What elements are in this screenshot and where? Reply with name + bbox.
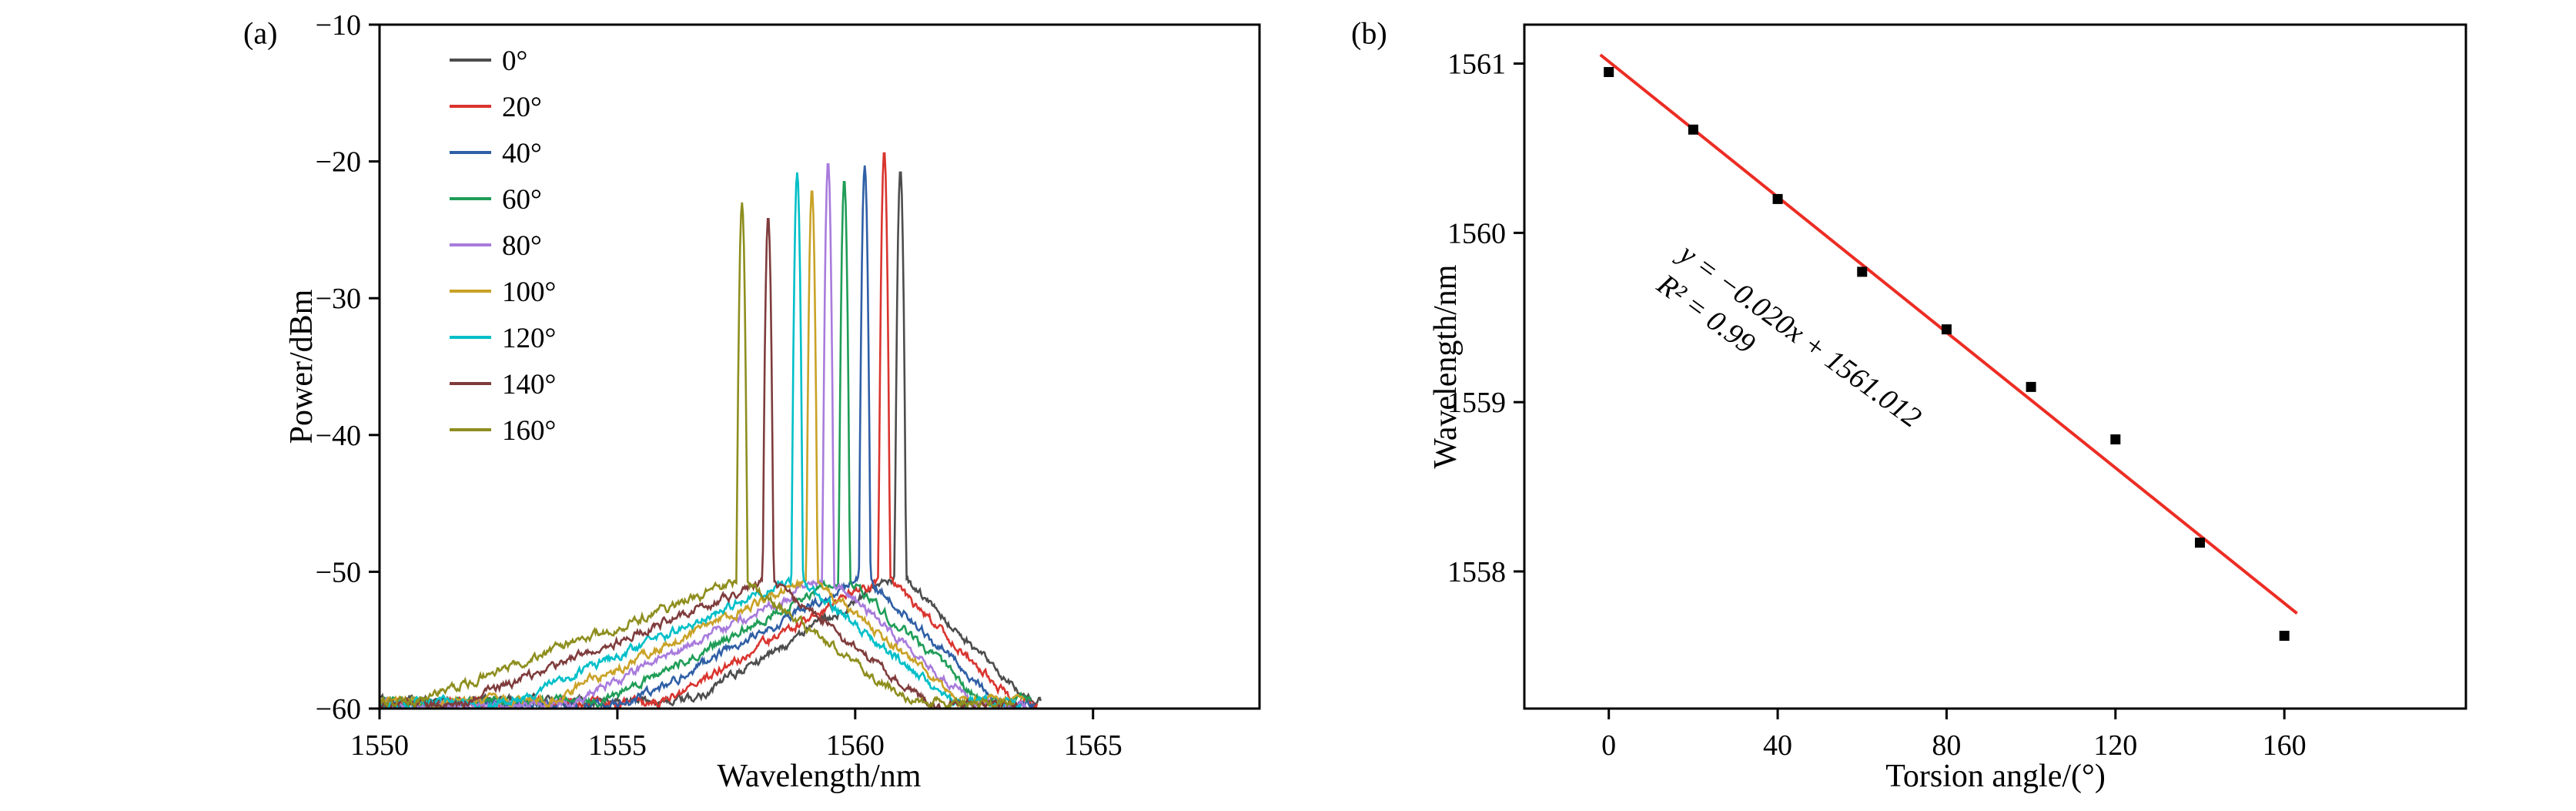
- legend-label: 100°: [502, 276, 556, 308]
- spectrum-chart: 1550 1555 1560 1565 −10 −20 −30 −40 −50 −60 0° 20° 4…: [316, 9, 1261, 762]
- axes-box: [1523, 23, 2467, 710]
- legend-label: 80°: [502, 230, 542, 262]
- spectrum-curve-100°: [380, 190, 1025, 709]
- legend-label: 160°: [502, 415, 556, 447]
- data-points: [1604, 67, 2290, 641]
- legend: 0° 20° 40° 60° 80° 100° 120° 140° 160°: [450, 45, 556, 447]
- y-tick-label: −20: [316, 146, 361, 179]
- panel-a-y-axis-label: Power/dBm: [284, 289, 319, 444]
- spectrum-curve-80°: [380, 163, 1029, 709]
- y-tick-label: 1559: [1447, 387, 1506, 419]
- y-tick-label: −60: [316, 693, 361, 726]
- y-tick-label: 1560: [1447, 217, 1506, 250]
- legend-label: 40°: [502, 138, 542, 169]
- data-point-120: [2110, 434, 2121, 445]
- legend-label: 140°: [502, 369, 556, 400]
- data-point-40: [1772, 193, 1783, 204]
- spectrum-curve-60°: [380, 181, 1032, 709]
- spectrum-curve-140°: [380, 217, 1019, 709]
- spectrum-curve-40°: [380, 165, 1035, 709]
- x-tick-label: 80: [1932, 729, 1961, 762]
- y-tick-label: −50: [316, 556, 361, 588]
- data-point-20: [1688, 124, 1698, 135]
- x-tick-label: 0: [1601, 729, 1616, 762]
- y-tick-label: −30: [316, 283, 361, 315]
- panel-a-tag: (a): [243, 15, 278, 51]
- data-point-160: [2279, 630, 2290, 641]
- panel-b-x-axis-label: Torsion angle/(°): [1885, 759, 2106, 794]
- fit-chart: 0 40 80 120 160 1558 1559 1560 1561: [1447, 23, 2467, 762]
- data-point-0: [1604, 67, 1614, 78]
- spectrum-curves: [380, 152, 1042, 709]
- y-tick-label: −40: [316, 420, 361, 452]
- spectrum-curve-160°: [380, 202, 1015, 709]
- spectrum-curve-120°: [380, 172, 1022, 709]
- x-tick-label: 1555: [588, 729, 647, 762]
- data-point-60: [1857, 266, 1868, 277]
- x-tick-label: 40: [1763, 729, 1792, 762]
- x-tick-label: 1550: [350, 729, 409, 762]
- x-tick-label: 160: [2263, 729, 2307, 762]
- x-tick-label: 1560: [826, 729, 885, 762]
- data-point-100: [2026, 381, 2036, 392]
- x-tick-label: 120: [2093, 729, 2137, 762]
- panel-b-y-axis-label: Wavelength/nm: [1428, 264, 1464, 469]
- legend-label: 20°: [502, 92, 542, 123]
- y-tick-label: 1561: [1447, 49, 1506, 81]
- panel-b-tag: (b): [1351, 15, 1387, 51]
- y-tick-label: −10: [316, 9, 361, 42]
- legend-label: 0°: [502, 45, 527, 77]
- data-point-140: [2194, 538, 2205, 548]
- x-tick-label: 1565: [1064, 729, 1122, 762]
- axes-box: [378, 23, 1261, 710]
- legend-label: 120°: [502, 323, 556, 354]
- panel-a-x-axis-label: Wavelength/nm: [717, 759, 922, 794]
- y-tick-label: 1558: [1447, 556, 1506, 588]
- legend-label: 60°: [502, 184, 542, 216]
- data-point-80: [1941, 324, 1952, 335]
